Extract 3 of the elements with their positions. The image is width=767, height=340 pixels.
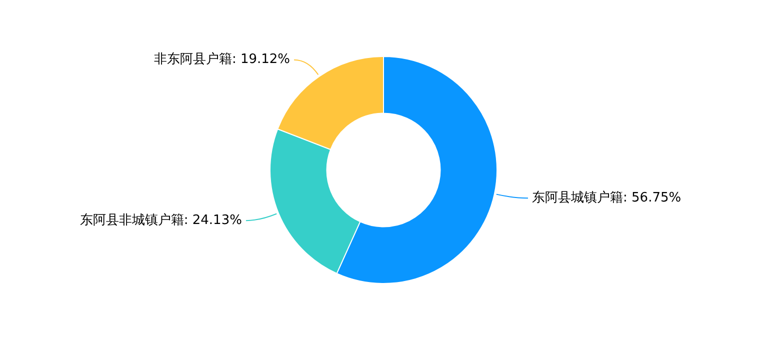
- slice-label: 东阿县非城镇户籍: 24.13%: [80, 212, 242, 228]
- slice-label: 非东阿县户籍: 19.12%: [154, 52, 290, 68]
- slice-label: 东阿县城镇户籍: 56.75%: [532, 190, 682, 206]
